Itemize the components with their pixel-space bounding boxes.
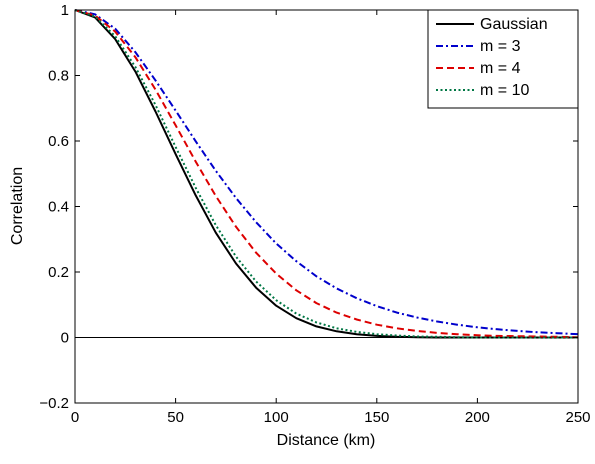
x-tick-label: 150: [364, 409, 389, 426]
x-tick-label: 250: [565, 409, 590, 426]
series-line-3: [74, 9, 578, 339]
x-tick-label: 100: [264, 409, 289, 426]
legend: Gaussian m = 3 m = 4 m = 10: [427, 9, 579, 109]
y-tick-label: 0: [61, 330, 69, 347]
y-tick-label: 1: [61, 2, 69, 19]
x-tick-label: 0: [71, 409, 79, 426]
legend-label-1: m = 3: [480, 38, 521, 55]
y-axis-label: Correlation: [9, 167, 26, 245]
legend-label-0: Gaussian: [480, 16, 548, 33]
x-tick-label: 50: [167, 409, 184, 426]
legend-label-3: m = 10: [480, 82, 529, 99]
y-tick-label: 0.8: [48, 68, 69, 85]
legend-label-2: m = 4: [480, 60, 521, 77]
y-tick-label: 0.6: [48, 133, 69, 150]
series-line-2: [74, 9, 579, 339]
y-tick-label: 0.2: [48, 264, 69, 281]
y-tick-label: 0.4: [48, 199, 69, 216]
legend-box: [427, 9, 579, 109]
series-line-1: [74, 9, 579, 336]
x-axis-label: Distance (km): [277, 432, 376, 449]
x-tick-label: 200: [465, 409, 490, 426]
series-layer: [74, 9, 579, 339]
y-tick-label: −0.2: [39, 395, 69, 412]
